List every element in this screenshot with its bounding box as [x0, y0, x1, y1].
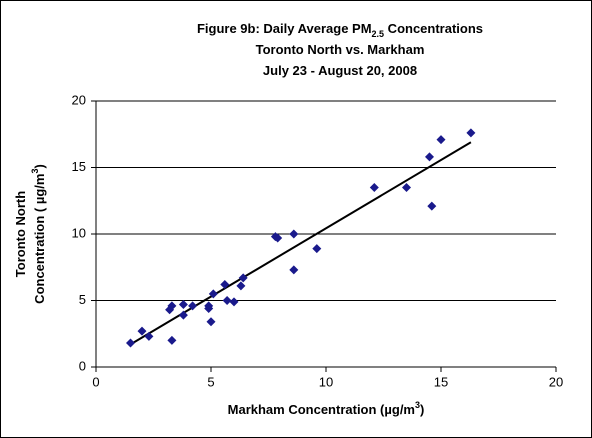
- data-point: [312, 244, 322, 254]
- superscript: 3: [30, 169, 40, 174]
- data-point: [178, 299, 188, 309]
- data-point: [427, 201, 437, 211]
- text-part: Toronto North vs. Markham: [256, 42, 425, 57]
- data-point: [369, 182, 379, 192]
- data-point: [289, 229, 299, 239]
- text-part: Markham Concentration (µg/m: [228, 402, 415, 417]
- chart-title: Figure 9b: Daily Average PM2.5 Concentra…: [197, 21, 483, 39]
- data-point: [402, 182, 411, 192]
- text-part: Concentrations: [384, 21, 483, 36]
- superscript: 3: [415, 400, 420, 410]
- text-part: July 23 - August 20, 2008: [263, 63, 417, 78]
- subscript: 2.5: [372, 29, 385, 39]
- x-tick-label: 20: [549, 374, 563, 389]
- data-point: [466, 128, 476, 138]
- text-part: ): [420, 402, 424, 417]
- data-point: [178, 310, 188, 320]
- x-tick-label: 5: [207, 374, 214, 389]
- data-point: [425, 152, 434, 162]
- data-point: [137, 326, 147, 336]
- y-tick-label: 5: [79, 292, 86, 307]
- data-point: [220, 280, 230, 290]
- y-axis-label: Toronto North: [13, 191, 28, 277]
- data-point: [436, 135, 446, 145]
- data-point: [289, 265, 299, 275]
- x-tick-label: 15: [434, 374, 448, 389]
- data-point: [222, 296, 232, 305]
- y-axis-label: Concentration ( µg/m3): [30, 164, 47, 304]
- data-point: [229, 297, 239, 307]
- data-point: [144, 331, 154, 341]
- x-tick-label: 10: [319, 374, 333, 389]
- text-part: Figure 9b: Daily Average PM: [197, 21, 372, 36]
- x-tick-label: 0: [92, 374, 99, 389]
- text-part: Toronto North: [13, 191, 28, 277]
- data-point: [236, 281, 246, 291]
- data-point: [167, 301, 177, 311]
- y-tick-label: 10: [72, 225, 86, 240]
- data-point: [206, 317, 216, 327]
- data-point: [208, 289, 218, 299]
- y-tick-label: 20: [72, 92, 86, 107]
- data-point: [167, 335, 177, 345]
- data-point: [188, 301, 198, 311]
- chart-title: July 23 - August 20, 2008: [263, 63, 417, 78]
- chart-title: Toronto North vs. Markham: [256, 42, 425, 57]
- y-tick-label: 15: [72, 159, 86, 174]
- data-point: [204, 303, 214, 313]
- text-part: ): [32, 164, 47, 168]
- text-part: Concentration ( µg/m: [32, 174, 47, 304]
- x-axis-label: Markham Concentration (µg/m3): [228, 400, 425, 417]
- data-point: [273, 233, 283, 243]
- data-point: [126, 338, 135, 348]
- y-tick-label: 0: [79, 358, 86, 373]
- data-point: [238, 273, 248, 283]
- trendline: [129, 141, 472, 346]
